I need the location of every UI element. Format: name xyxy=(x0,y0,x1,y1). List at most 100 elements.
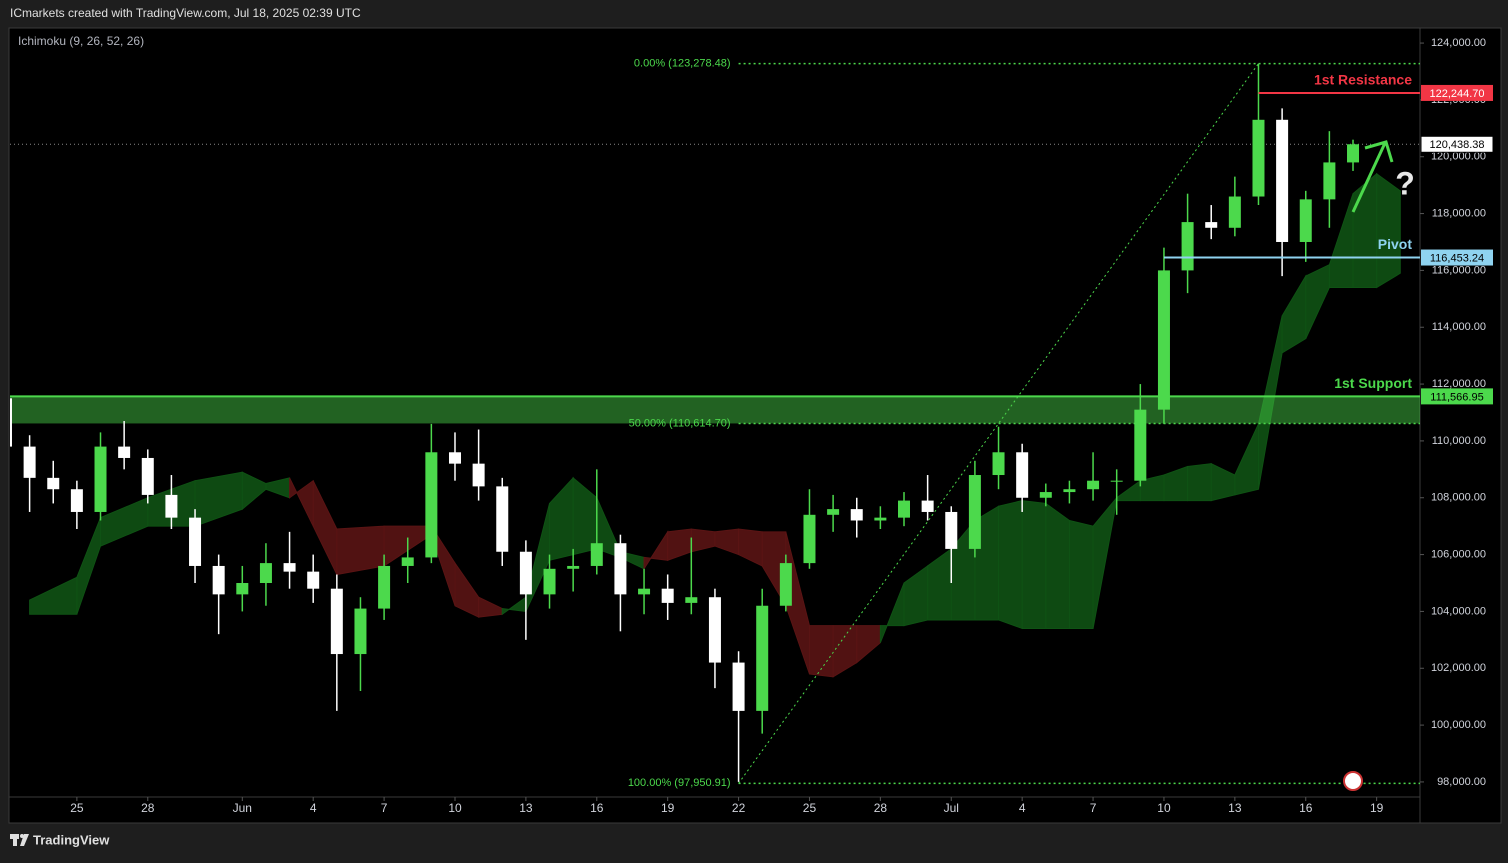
y-tick-label: 124,000.00 xyxy=(1431,37,1486,49)
x-tick-label: 16 xyxy=(590,801,604,815)
candle-body xyxy=(47,477,60,490)
candle-body xyxy=(519,551,532,595)
ichimoku-cloud xyxy=(1187,463,1212,502)
level-price-label: 111,566.95 xyxy=(1430,391,1483,403)
x-tick-label: 13 xyxy=(519,801,533,815)
x-tick-label: 19 xyxy=(1370,801,1384,815)
ichimoku-cloud xyxy=(1376,172,1401,289)
candle-body xyxy=(898,500,911,518)
x-tick-label: 4 xyxy=(1019,801,1026,815)
candle-body xyxy=(1181,222,1194,271)
y-tick-label: 100,000.00 xyxy=(1431,719,1486,731)
header: ICmarkets created with TradingView.com, … xyxy=(10,6,361,20)
arrow-head xyxy=(1364,140,1394,163)
arrow xyxy=(1351,142,1387,213)
ichimoku-cloud xyxy=(998,499,1023,630)
x-tick-label: 4 xyxy=(310,801,317,815)
fib-label: 100.00% (97,950.91) xyxy=(628,777,731,789)
candle-body xyxy=(165,494,178,518)
level-price-box xyxy=(1421,388,1493,405)
ichimoku-cloud xyxy=(336,525,385,576)
candle-body xyxy=(638,588,651,595)
candle-body xyxy=(70,489,83,512)
candle-body xyxy=(236,583,249,595)
candle-body xyxy=(992,452,1005,476)
x-tick-label: 28 xyxy=(874,801,888,815)
candle-body xyxy=(945,511,958,549)
level-price-label: 116,453.24 xyxy=(1430,252,1484,264)
candle-body xyxy=(827,509,840,515)
candle-body xyxy=(94,446,107,512)
candle-body xyxy=(708,597,721,663)
candle-body xyxy=(1299,199,1312,242)
candle-body xyxy=(212,565,225,595)
current-price-label: 120,438.38 xyxy=(1429,139,1484,151)
x-tick-label: 7 xyxy=(381,801,388,815)
candle-body xyxy=(10,398,12,447)
candle-body xyxy=(259,563,272,584)
annotation: ? xyxy=(1395,165,1415,201)
y-tick-label: 98,000.00 xyxy=(1437,776,1486,788)
x-tick-label: 16 xyxy=(1299,801,1313,815)
candle-body xyxy=(874,517,887,521)
plot xyxy=(10,62,1420,785)
ichimoku-cloud xyxy=(1045,502,1070,629)
candle-body xyxy=(189,517,202,566)
x-tick-label: 28 xyxy=(141,801,155,815)
candle-body xyxy=(425,452,438,558)
candle-body xyxy=(472,463,485,487)
ichimoku-cloud xyxy=(1068,519,1094,629)
y-tick-label: 118,000.00 xyxy=(1432,207,1486,219)
axes: 98,000.00 100,000.00 102,000.00 104,000.00 1… xyxy=(70,37,1494,815)
level-price-box xyxy=(1421,249,1493,266)
level-price-label: 122,244.70 xyxy=(1429,88,1484,100)
candle-body xyxy=(354,608,367,655)
ichimoku-cloud xyxy=(1352,172,1378,288)
candle-body xyxy=(23,446,36,478)
y-tick-label: 112,000.00 xyxy=(1432,378,1486,390)
y-tick-label: 102,000.00 xyxy=(1431,662,1486,674)
logo xyxy=(10,834,29,846)
candle-body xyxy=(685,597,698,603)
level-name: 1st Support xyxy=(1334,375,1412,391)
candle-body xyxy=(1110,480,1123,482)
candle-body xyxy=(1205,222,1218,228)
candle-body xyxy=(141,457,154,495)
fib-label: 0.00% (123,278.48) xyxy=(634,57,731,69)
candle-body xyxy=(307,571,320,589)
candle-body xyxy=(1087,480,1100,490)
candle-body xyxy=(803,514,816,564)
candle-body xyxy=(448,452,461,464)
candle-body xyxy=(756,605,769,711)
candle-body xyxy=(921,500,934,512)
candle-body xyxy=(330,588,343,655)
candle-body xyxy=(779,563,792,606)
fib-label: 50.00% (110,614.70) xyxy=(629,417,731,429)
candle-body xyxy=(590,543,603,566)
candle-body xyxy=(118,446,131,458)
x-tick-label: 13 xyxy=(1228,801,1242,815)
indicator-label: Ichimoku (9, 26, 52, 26) xyxy=(18,34,144,48)
candle-body xyxy=(732,662,745,711)
x-tick-label: Jun xyxy=(233,801,252,815)
candle-body xyxy=(401,557,414,566)
y-tick-label: 106,000.00 xyxy=(1431,548,1486,560)
x-tick-label: 10 xyxy=(448,801,462,815)
candle-body xyxy=(850,509,863,521)
y-tick-label: 110,000.00 xyxy=(1432,435,1486,447)
x-tick-label: Jul xyxy=(944,801,959,815)
footer-brand: TradingView xyxy=(33,832,110,847)
x-tick-label: 10 xyxy=(1157,801,1171,815)
candle-body xyxy=(1323,162,1336,200)
candle-body xyxy=(1228,196,1241,228)
candle-body xyxy=(968,475,981,549)
candle-body xyxy=(567,565,580,569)
candle-body xyxy=(543,568,556,595)
candle-body xyxy=(1134,409,1147,481)
y-tick-label: 104,000.00 xyxy=(1431,605,1486,617)
support-zone xyxy=(10,396,1420,424)
candle-body xyxy=(1252,119,1265,197)
y-tick-label: 120,000.00 xyxy=(1431,151,1486,163)
candle-body xyxy=(378,565,391,609)
